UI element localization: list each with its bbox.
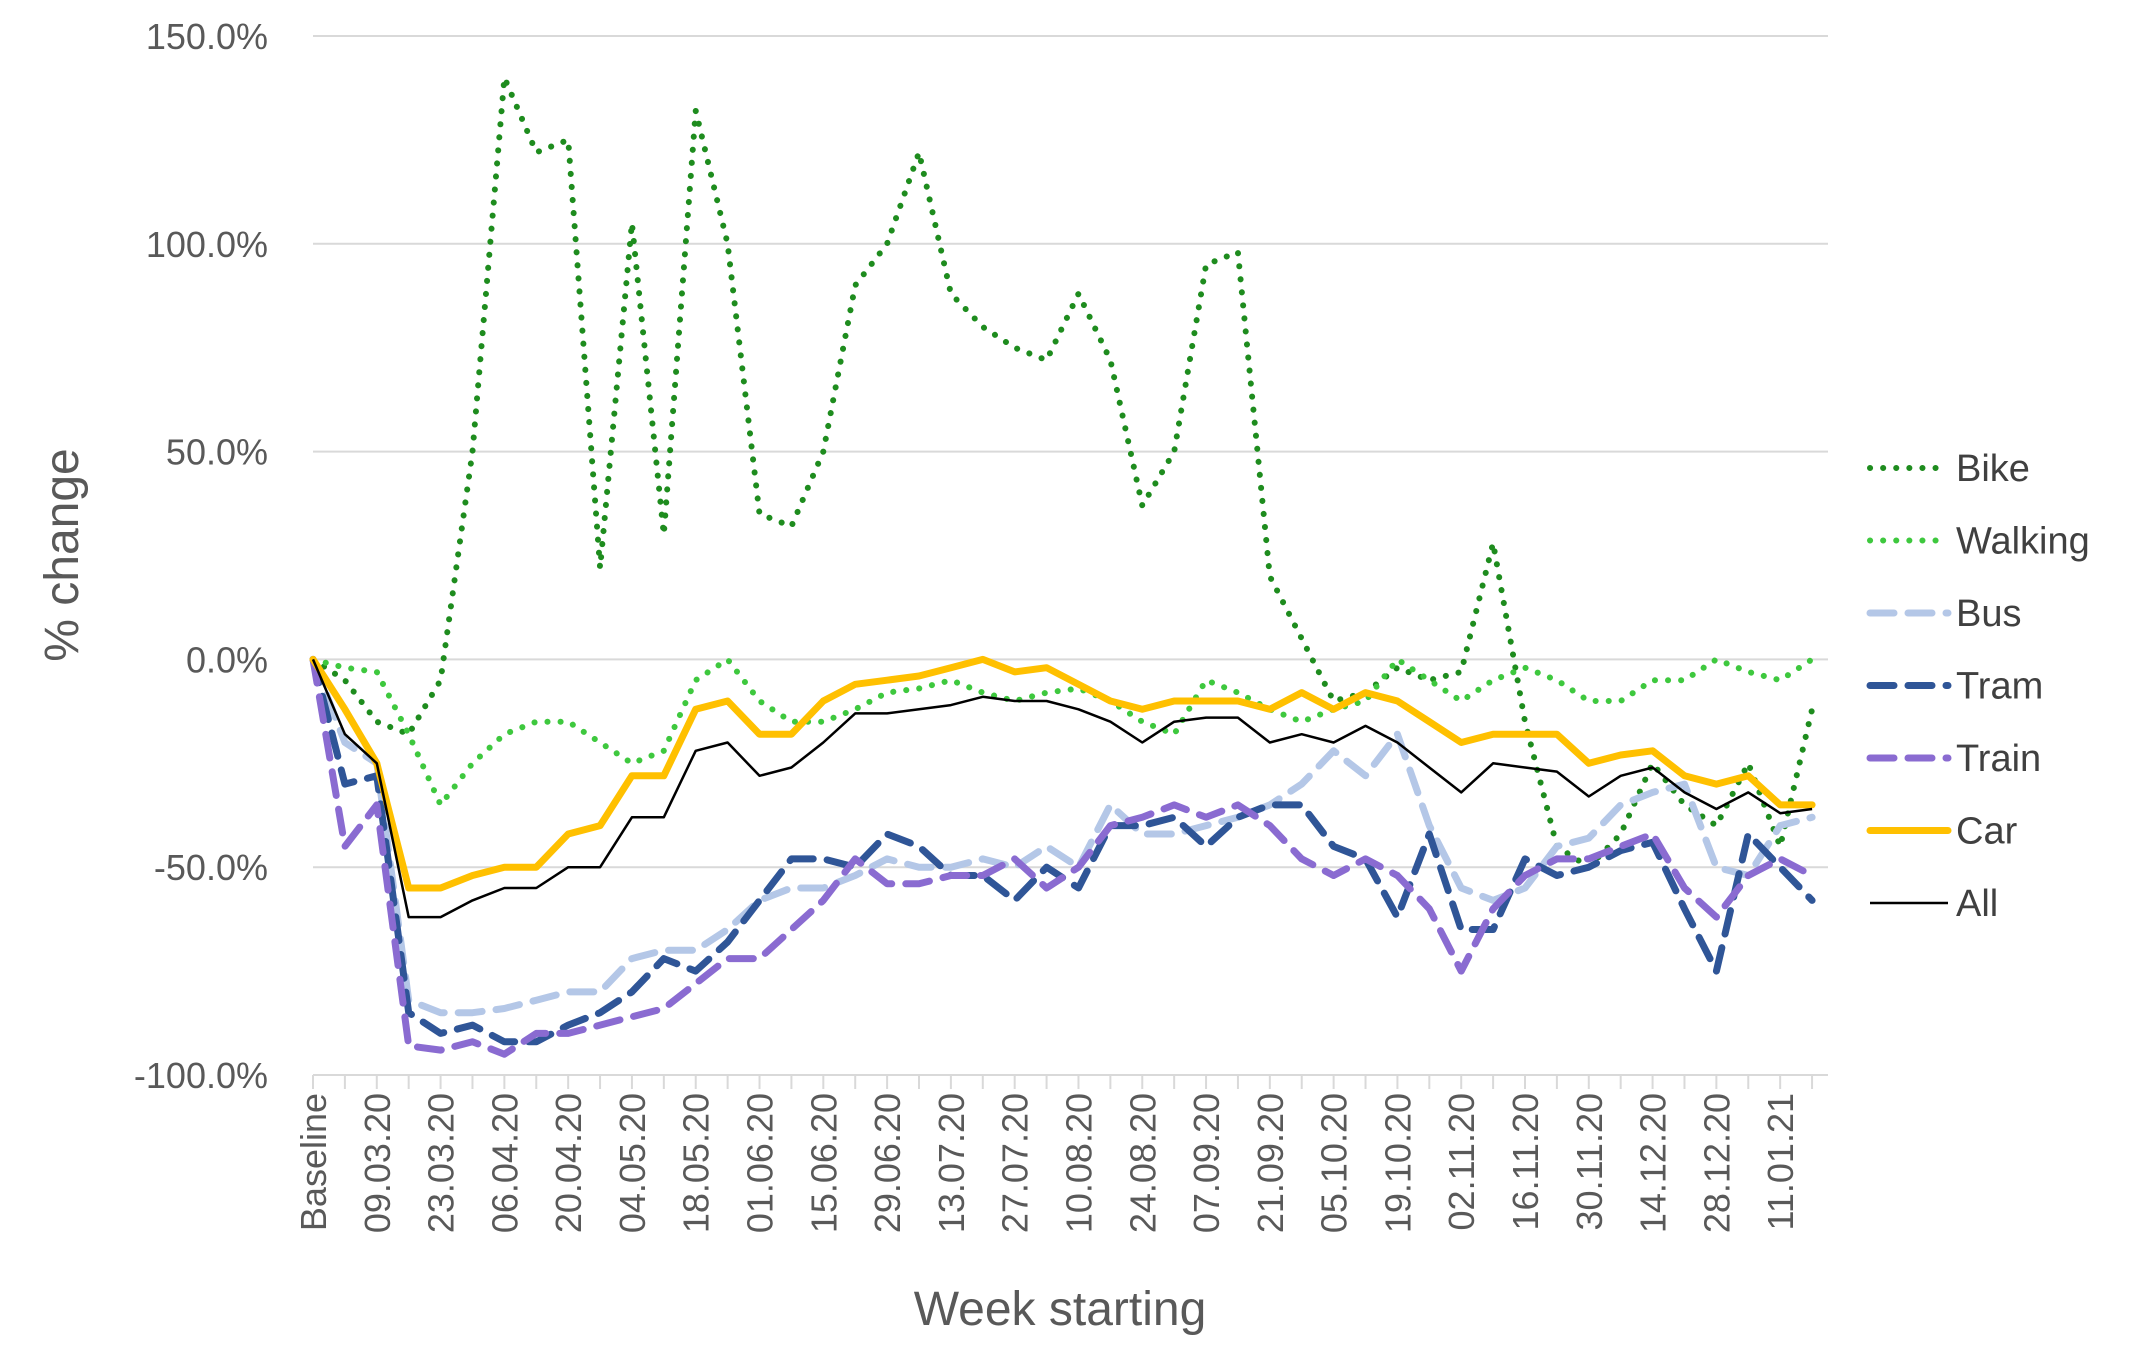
x-tick-label: 23.03.20 (421, 1093, 462, 1233)
x-tick-label: 05.10.20 (1314, 1093, 1355, 1233)
x-tick-label: 19.10.20 (1377, 1093, 1418, 1233)
y-tick-label: 0.0% (186, 639, 268, 680)
x-tick-label: 09.03.20 (357, 1093, 398, 1233)
x-tick-label: 16.11.20 (1505, 1093, 1546, 1230)
y-tick-label: -50.0% (154, 847, 268, 888)
legend-label-car: Car (1956, 811, 2018, 853)
legend-label-tram: Tram (1956, 666, 2043, 708)
series-line-bus (309, 655, 1816, 1017)
x-tick-label: 02.11.20 (1441, 1093, 1482, 1230)
x-tick-label: 11.01.21 (1760, 1093, 1801, 1230)
series-line-bike (310, 74, 1816, 871)
y-tick-label: 150.0% (146, 16, 268, 57)
x-tick-label: 13.07.20 (931, 1093, 972, 1233)
legend-label-train: Train (1956, 738, 2041, 780)
y-axis-tick-labels: 150.0% 100.0% 50.0% 0.0% -50.0% -100.0% (134, 16, 268, 1096)
legend-label-bike: Bike (1956, 448, 2030, 490)
series-line-walking (310, 656, 1816, 808)
series-line-tram (309, 655, 1816, 1046)
series-lines (309, 74, 1816, 1058)
series-line-train (309, 655, 1816, 1058)
x-axis-title: Week starting (914, 1283, 1207, 1336)
x-tick-label: 04.05.20 (612, 1093, 653, 1233)
y-tick-label: 50.0% (166, 432, 268, 473)
x-tick-label: 01.06.20 (740, 1093, 781, 1233)
x-tick-label: 18.05.20 (676, 1093, 717, 1233)
x-tick-label: Baseline (293, 1093, 334, 1231)
x-tick-label: 14.12.20 (1633, 1093, 1674, 1233)
x-tick-label: 10.08.20 (1058, 1093, 1099, 1233)
gridlines (313, 35, 1828, 1076)
x-tick-label: 27.07.20 (995, 1093, 1036, 1233)
x-tick-label: 30.11.20 (1569, 1093, 1610, 1230)
y-axis-title: % change (36, 448, 89, 662)
x-tick-label: 28.12.20 (1696, 1093, 1737, 1233)
y-tick-label: -100.0% (134, 1055, 268, 1096)
x-tick-label: 24.08.20 (1122, 1093, 1163, 1233)
legend-label-bus: Bus (1956, 593, 2021, 635)
series-line-car (309, 655, 1816, 892)
legend-label-walking: Walking (1956, 521, 2090, 563)
series-line-all (311, 658, 1813, 919)
legend-label-all: All (1956, 883, 1998, 925)
x-tick-label: 15.06.20 (803, 1093, 844, 1233)
x-tick-label: 21.09.20 (1250, 1093, 1291, 1233)
y-tick-label: 100.0% (146, 224, 268, 265)
x-tick-label: 29.06.20 (867, 1093, 908, 1233)
x-tick-label: 07.09.20 (1186, 1093, 1227, 1233)
x-axis: Baseline 09.03.20 23.03.20 06.04.20 20.04.20… (293, 1074, 1828, 1233)
legend: Bike Walking Bus Tram Train Car All (1866, 448, 2090, 925)
x-tick-label: 20.04.20 (548, 1093, 589, 1233)
x-tick-label: 06.04.20 (484, 1093, 525, 1233)
